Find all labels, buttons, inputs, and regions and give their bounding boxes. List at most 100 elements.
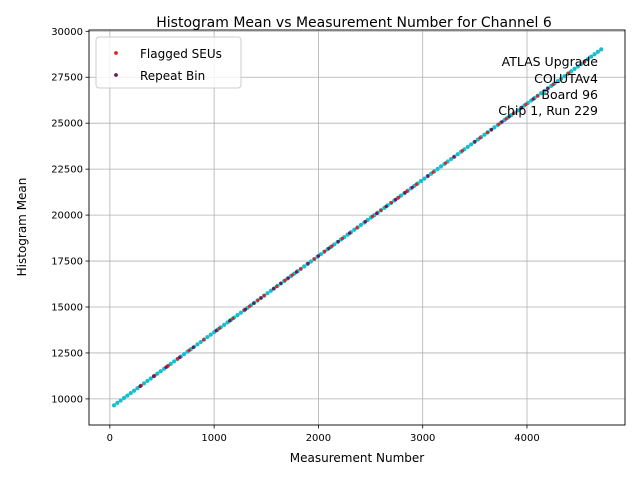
x-axis-ticks: 0 1000 2000 3000 4000	[107, 425, 540, 444]
repeat-bin-point	[336, 239, 340, 244]
repeat-bin-point	[271, 287, 276, 291]
repeat-bin-point	[348, 231, 352, 235]
y-axis-label: Histogram Mean	[15, 178, 29, 277]
measurement-point	[585, 57, 590, 62]
measurement-point	[198, 339, 203, 345]
measurement-point	[238, 310, 243, 315]
flagged-seu-point	[298, 267, 303, 271]
y-tick-label: 27500	[51, 73, 83, 84]
flagged-seu-point	[355, 226, 359, 230]
measurement-point	[155, 371, 160, 376]
y-tick-label: 25000	[51, 119, 83, 130]
measurement-point	[515, 108, 520, 113]
repeat-bin-point	[151, 374, 156, 379]
measurement-point	[592, 52, 597, 57]
y-tick-label: 10000	[51, 394, 83, 405]
measurement-point	[171, 359, 177, 364]
flagged-seu-point	[566, 71, 571, 75]
measurement-point	[492, 125, 497, 130]
measurement-point	[542, 88, 547, 93]
measurement-point	[222, 322, 227, 327]
measurement-point	[195, 342, 200, 347]
measurement-point	[268, 288, 273, 293]
flagged-seu-point	[202, 338, 206, 342]
measurement-point	[265, 291, 270, 296]
repeat-bin-point	[489, 127, 494, 132]
repeat-bin-point	[426, 174, 430, 178]
measurement-point	[559, 76, 564, 81]
repeat-bin-point	[164, 365, 168, 369]
flagged-seu-point	[330, 244, 334, 248]
repeat-bin-point	[279, 281, 283, 286]
repeat-bin-point	[243, 307, 248, 312]
measurement-point	[205, 334, 210, 340]
data-points	[111, 47, 604, 408]
measurement-point	[121, 395, 127, 401]
repeat-bin-point	[228, 319, 232, 323]
flagged-seu-point	[485, 130, 490, 135]
repeat-bin-point	[546, 86, 550, 91]
repeat-bin-point	[473, 140, 477, 144]
repeat-bin-point	[294, 270, 299, 274]
plot-frame	[88, 29, 626, 426]
annotation-line-3: Board 96	[541, 87, 598, 102]
flagged-seu-point	[312, 257, 316, 261]
repeat-bin-point	[410, 185, 414, 190]
repeat-bin-point	[286, 276, 290, 280]
measurement-point	[595, 49, 600, 54]
y-tick-label: 15000	[51, 302, 83, 313]
flagged-seu-point	[431, 170, 435, 174]
repeat-bin-point	[306, 261, 310, 266]
repeat-bin-point	[363, 220, 368, 224]
flagged-seu-point	[262, 293, 266, 298]
measurement-point	[539, 91, 544, 96]
y-axis-ticks: 10000 12500 15000 17500 20000 22500 25000 27500…	[51, 27, 89, 405]
measurement-point	[438, 164, 444, 169]
measurement-point	[135, 386, 140, 391]
measurement-point	[111, 403, 117, 408]
repeat-bin-point	[214, 328, 218, 333]
flagged-seu-point	[322, 249, 327, 254]
y-tick-label: 17500	[51, 257, 83, 268]
flagged-seu-point	[275, 284, 279, 289]
x-tick-label: 0	[107, 433, 113, 444]
y-tick-label: 30000	[51, 27, 83, 38]
flagged-seu-point	[217, 326, 222, 331]
flagged-seu-point	[256, 298, 260, 302]
x-tick-label: 3000	[410, 433, 435, 444]
measurement-point	[148, 376, 153, 381]
measurement-point	[352, 227, 357, 232]
flagged-seu-point	[389, 200, 394, 205]
measurement-point	[158, 369, 163, 374]
flagged-seu-point	[551, 82, 555, 87]
measurement-point	[579, 61, 584, 67]
flagged-seu-point	[370, 214, 375, 219]
flagged-seu-point	[478, 136, 482, 140]
flagged-seu-point	[379, 208, 383, 212]
measurement-point	[455, 152, 460, 157]
flagged-seu-point	[340, 236, 345, 241]
repeat-bin-point	[259, 296, 263, 300]
flagged-seu-point	[460, 149, 465, 153]
repeat-bin-point	[520, 105, 524, 110]
repeat-bin-point	[393, 197, 398, 202]
measurement-point	[125, 393, 130, 398]
flagged-seu-point	[397, 195, 401, 200]
measurement-point	[555, 78, 560, 84]
flagged-seu-point	[582, 60, 587, 64]
repeat-bin-point	[178, 355, 182, 360]
measurement-point	[465, 144, 470, 149]
x-axis-label: Measurement Number	[290, 451, 424, 465]
y-tick-label: 20000	[51, 211, 83, 222]
legend-label-flagged-seus: Flagged SEUs	[140, 47, 222, 61]
annotation-line-4: Chip 1, Run 229	[498, 103, 598, 118]
repeat-bin-point	[327, 246, 331, 251]
repeat-bin-point	[252, 301, 256, 305]
measurement-point	[448, 156, 454, 162]
measurement-point	[435, 166, 440, 171]
flagged-seu-point	[414, 182, 419, 187]
repeat-bin-point	[452, 155, 456, 159]
repeat-bin-point	[191, 345, 195, 350]
repeat-bin-point	[403, 191, 407, 195]
